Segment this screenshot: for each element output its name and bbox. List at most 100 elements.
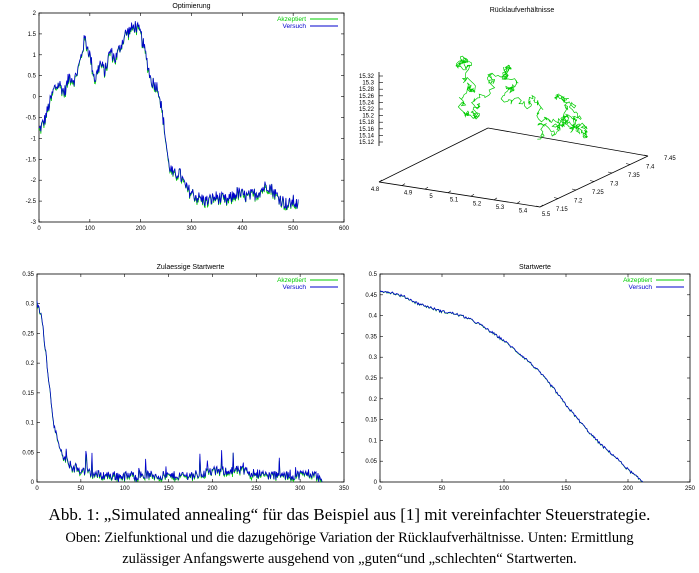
y-tick	[625, 163, 631, 165]
x-tick-label: 100	[85, 226, 96, 232]
y-tick-label: 7.2	[574, 199, 583, 205]
x-tick-label: 0	[378, 486, 382, 492]
series-line-versuch	[38, 21, 299, 210]
caption-line-2: Oben: Zielfunktional und die dazugehörig…	[65, 530, 634, 546]
y-tick-label: -1	[31, 136, 37, 142]
y-tick	[589, 180, 595, 182]
y-tick-label: 7.3	[610, 182, 619, 188]
series-line-versuch	[36, 300, 323, 483]
y-tick-label: 0.3	[26, 302, 35, 308]
y-tick	[571, 188, 577, 191]
z-tick-label: 15.14	[359, 133, 375, 139]
y-tick-label: 0.5	[369, 272, 378, 278]
x-tick-label: 0	[35, 486, 39, 492]
x-tick-label: 350	[339, 486, 350, 492]
x-tick	[424, 186, 429, 190]
z-tick-label: 15.22	[359, 107, 375, 113]
plot-ruecklaufverhaeltnisse: Rücklaufverhältnisse 4.8 4.9 5 5.1 5.2 5.3 5.4 5…	[359, 7, 676, 218]
x-tick-label: 5.1	[450, 198, 459, 204]
x-tick-label: 100	[120, 486, 131, 492]
y-tick-label: 0.3	[369, 355, 378, 361]
series-line-akzeptiert	[36, 301, 323, 483]
y-tick-label: 7.15	[556, 207, 568, 213]
y-tick-label: -0.5	[26, 116, 37, 122]
y-tick-label: 0.1	[26, 421, 35, 427]
y-tick-label: 0.15	[365, 418, 377, 424]
y-tick-label: 7.25	[592, 190, 604, 196]
z-tick-label: 15.2	[362, 114, 374, 120]
plot-startwerte: Startwerte 0 50 100 150 200 250 0.5 0.45 0.4 0.35 0…	[365, 264, 695, 492]
y-tick-label: 0.35	[365, 334, 377, 340]
z-tick-label: 15.28	[359, 87, 375, 93]
x-tick	[470, 194, 475, 197]
y-tick-label: 7.45	[664, 156, 676, 162]
x-tick	[493, 197, 498, 201]
legend-label-versuch: Versuch	[629, 284, 653, 291]
walk-path	[455, 55, 588, 140]
x-tick-label: 400	[237, 226, 248, 232]
x-tick-label: 50	[78, 486, 85, 492]
chart-title: Zulaessige Startwerte	[157, 264, 225, 271]
y-tick-label: 7.35	[628, 173, 640, 179]
legend-label-akzeptiert: Akzeptiert	[277, 16, 306, 23]
x-tick	[378, 179, 383, 183]
y-tick	[607, 171, 613, 174]
y-tick-label: -3	[31, 220, 37, 226]
x-tick	[539, 204, 544, 208]
y-tick-label: 0.05	[365, 459, 377, 465]
y-tick-label: 0	[374, 480, 378, 486]
x-tick	[516, 201, 521, 204]
legend-label-akzeptiert: Akzeptiert	[277, 277, 306, 284]
x-tick-label: 5.5	[542, 212, 551, 218]
x-tick-label: 4.8	[371, 187, 380, 193]
y-tick-label: 0.1	[369, 438, 378, 444]
legend-label-versuch: Versuch	[283, 23, 307, 30]
y-tick-label: -2.5	[26, 199, 37, 205]
x-tick-label: 4.9	[404, 191, 413, 197]
x-tick-label: 5.3	[496, 205, 505, 211]
x-tick-label: 150	[561, 486, 572, 492]
series-line-versuch	[379, 290, 644, 483]
y-tick-label: 2	[33, 11, 37, 17]
chart-title: Rücklaufverhältnisse	[490, 7, 555, 14]
y-tick-label: 0.2	[369, 397, 378, 403]
x-tick-label: 0	[37, 226, 41, 232]
left-edge	[378, 127, 489, 183]
y-tick-label: 0.25	[22, 331, 34, 337]
x-tick-label: 200	[207, 486, 218, 492]
y-tick-label: 7.4	[646, 165, 655, 171]
y-tick	[553, 197, 559, 199]
legend-label-versuch: Versuch	[283, 284, 307, 291]
x-tick	[401, 183, 406, 186]
y-tick-label: 0	[31, 480, 35, 486]
chart-title: Optimierung	[172, 3, 210, 10]
x-tick-label: 500	[288, 226, 299, 232]
series-line-akzeptiert	[38, 22, 299, 211]
z-tick-label: 15.12	[359, 140, 375, 146]
plot-zulaessige-startwerte: Zulaessige Startwerte 0 50 100 150 200 250 300 3…	[22, 264, 349, 492]
z-tick-label: 15.18	[359, 120, 375, 126]
x-tick-label: 5	[429, 194, 433, 200]
y-tick	[535, 205, 541, 208]
y-tick-label: 1	[33, 53, 37, 59]
x-tick-label: 5.2	[473, 201, 482, 207]
y-tick-label: 0.35	[22, 272, 34, 278]
y-tick	[643, 154, 649, 157]
y-tick-label: 0.05	[22, 450, 34, 456]
back-edge	[487, 127, 649, 157]
z-tick-label: 15.26	[359, 94, 375, 100]
chart-title: Startwerte	[519, 264, 551, 271]
y-tick-label: 1.5	[28, 32, 37, 38]
legend-label-akzeptiert: Akzeptiert	[623, 277, 652, 284]
y-tick-label: 0.4	[369, 314, 378, 320]
x-tick-label: 600	[339, 226, 350, 232]
plot-frame	[36, 273, 345, 483]
y-tick-label: 0.2	[26, 361, 35, 367]
x-tick-label: 300	[186, 226, 197, 232]
x-tick-label: 100	[499, 486, 510, 492]
plot-frame	[38, 12, 345, 223]
y-tick-label: 0	[33, 95, 37, 101]
z-tick-label: 15.16	[359, 127, 375, 133]
